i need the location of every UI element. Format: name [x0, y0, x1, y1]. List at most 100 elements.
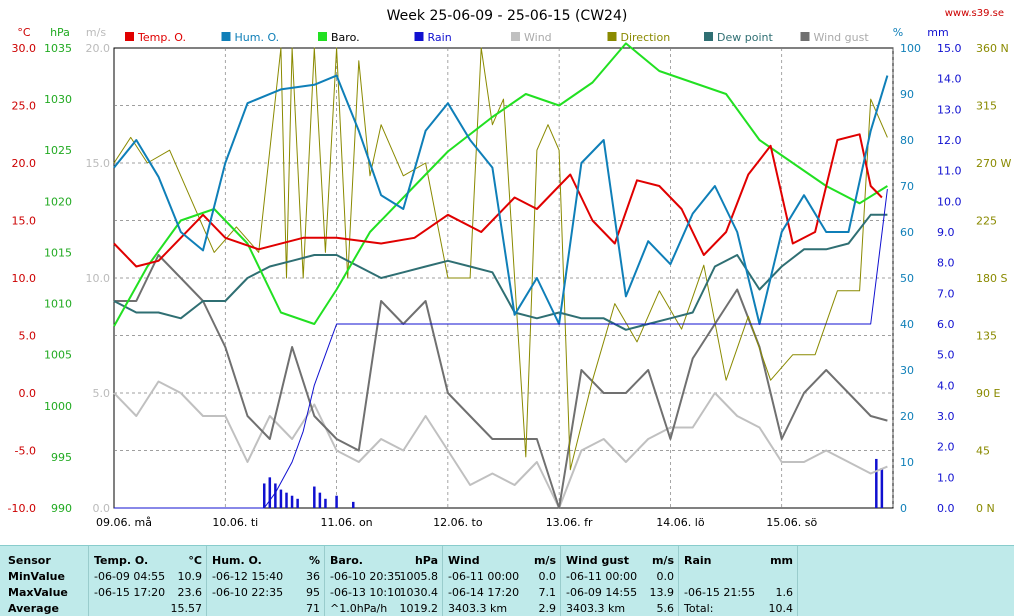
- temp-axis-tick: -5.0: [15, 445, 36, 458]
- rain-axis-tick: 0.0: [937, 502, 955, 515]
- temp-axis-unit: °C: [17, 26, 31, 39]
- series-lines: [113, 42, 889, 509]
- avg-value: 2.9: [538, 602, 557, 615]
- max-value: 1.6: [775, 586, 794, 599]
- temp-axis-tick: -10.0: [8, 502, 36, 515]
- rain-axis-tick: 7.0: [937, 287, 955, 300]
- max-time: -06-15 21:55: [684, 586, 756, 599]
- direction-axis-tick: 180 S: [976, 272, 1007, 285]
- max-value: 23.6: [177, 586, 203, 599]
- hum-axis-tick: 60: [900, 226, 914, 239]
- min-value: 36: [306, 570, 320, 583]
- rain-bar: [262, 483, 266, 508]
- col-unit: m/s: [651, 554, 674, 567]
- direction-axis-tick: 225: [976, 215, 997, 228]
- chart-background: [0, 0, 1014, 545]
- legend-label-baro: Baro.: [331, 31, 360, 44]
- rain-axis-tick: 4.0: [937, 379, 955, 392]
- hum-axis-unit: %: [893, 26, 903, 39]
- col-head: Temp. O.: [94, 554, 149, 567]
- table-separator: [324, 546, 325, 616]
- rain-axis-tick: 14.0: [937, 73, 962, 86]
- col-unit: hPa: [414, 554, 438, 567]
- max-time: -06-09 14:55: [566, 586, 638, 599]
- table-separator: [88, 546, 89, 616]
- max-time: -06-13 10:10: [330, 586, 402, 599]
- avg-label: ^1.0hPa/h: [330, 602, 388, 615]
- hum-axis-tick: 90: [900, 88, 914, 101]
- col-head: Baro.: [330, 554, 363, 567]
- rain-bar: [268, 477, 272, 508]
- baro-axis-tick: 1005: [44, 349, 72, 362]
- x-label: 09.06. må: [96, 516, 152, 529]
- rain-bar: [296, 498, 299, 508]
- rain-axis-tick: 10.0: [937, 195, 962, 208]
- direction-axis-tick: 45: [976, 445, 990, 458]
- wind-axis-unit: m/s: [86, 26, 106, 39]
- avg-value: 71: [306, 602, 320, 615]
- table-separator: [797, 546, 798, 616]
- series-line-direction: [113, 47, 888, 471]
- legend-label-wind: Wind: [524, 31, 552, 44]
- rain-axis-tick: 12.0: [937, 134, 962, 147]
- col-unit: °C: [188, 554, 202, 567]
- col-unit: m/s: [533, 554, 556, 567]
- col-unit: mm: [770, 554, 793, 567]
- min-time: -06-12 15:40: [212, 570, 284, 583]
- weather-chart: Week 25-06-09 - 25-06-15 (CW24) www.s39.…: [0, 0, 1014, 545]
- temp-axis-tick: 30.0: [12, 42, 37, 55]
- min-value: 1005.8: [399, 570, 439, 583]
- series-line-rain: [114, 189, 888, 509]
- temp-axis-tick: 0.0: [19, 387, 37, 400]
- baro-axis-tick: 1000: [44, 400, 72, 413]
- min-time: -06-09 04:55: [94, 570, 166, 583]
- baro-axis-unit: hPa: [50, 26, 70, 39]
- wind-axis-tick: 20.0: [86, 42, 111, 55]
- hum-axis-tick: 80: [900, 134, 914, 147]
- col-unit: %: [308, 554, 320, 567]
- rain-axis-unit: mm: [927, 26, 948, 39]
- rain-axis-tick: 9.0: [937, 226, 955, 239]
- stats-table: Sensor MinValue MaxValue Average Temp. O. °C -…: [0, 545, 1014, 616]
- max-time: -06-10 22:35: [212, 586, 284, 599]
- rain-axis-tick: 13.0: [937, 103, 962, 116]
- rain-bar: [352, 501, 355, 508]
- hum-axis-tick: 10: [900, 456, 914, 469]
- avg-label: 3403.3 km: [566, 602, 626, 615]
- direction-axis-tick: 90 E: [976, 387, 1000, 400]
- max-time: -06-15 17:20: [94, 586, 166, 599]
- rain-bar: [279, 489, 283, 508]
- baro-axis-tick: 1035: [44, 42, 72, 55]
- x-label: 12.06. to: [433, 516, 483, 529]
- wind-axis-tick: 0.0: [93, 502, 111, 515]
- direction-axis-tick: 0 N: [976, 502, 995, 515]
- legend-swatch-direction: [607, 32, 617, 41]
- rain-bars: [262, 458, 884, 508]
- wind-axis-tick: 15.0: [86, 157, 111, 170]
- max-time: -06-14 17:20: [448, 586, 520, 599]
- rain-axis-tick: 11.0: [937, 165, 962, 178]
- avg-value: 5.6: [656, 602, 675, 615]
- baro-axis-tick: 1025: [44, 144, 72, 157]
- legend-label-windgust: Wind gust: [814, 31, 870, 44]
- avg-value: 10.4: [768, 602, 794, 615]
- rain-bar: [290, 495, 294, 508]
- series-line-baro: [113, 42, 888, 327]
- temp-axis-tick: 25.0: [12, 100, 37, 113]
- min-time: -06-11 00:00: [448, 570, 520, 583]
- legend-label-direction: Direction: [621, 31, 671, 44]
- rain-axis-tick: 3.0: [937, 410, 955, 423]
- temp-axis-tick: 5.0: [19, 330, 37, 343]
- chart-title: Week 25-06-09 - 25-06-15 (CW24): [387, 8, 628, 24]
- avg-value: 1019.2: [399, 602, 439, 615]
- series-line-hum: [113, 74, 889, 325]
- legend-swatch-wind: [511, 32, 520, 41]
- table-separator: [206, 546, 207, 616]
- x-label: 13.06. fr: [546, 516, 593, 529]
- wind-axis-tick: 5.0: [93, 387, 111, 400]
- rain-bar: [875, 458, 878, 508]
- baro-axis-tick: 1020: [44, 195, 72, 208]
- hum-axis-tick: 40: [900, 318, 914, 331]
- hum-axis-tick: 50: [900, 272, 914, 285]
- rain-bar: [880, 468, 884, 508]
